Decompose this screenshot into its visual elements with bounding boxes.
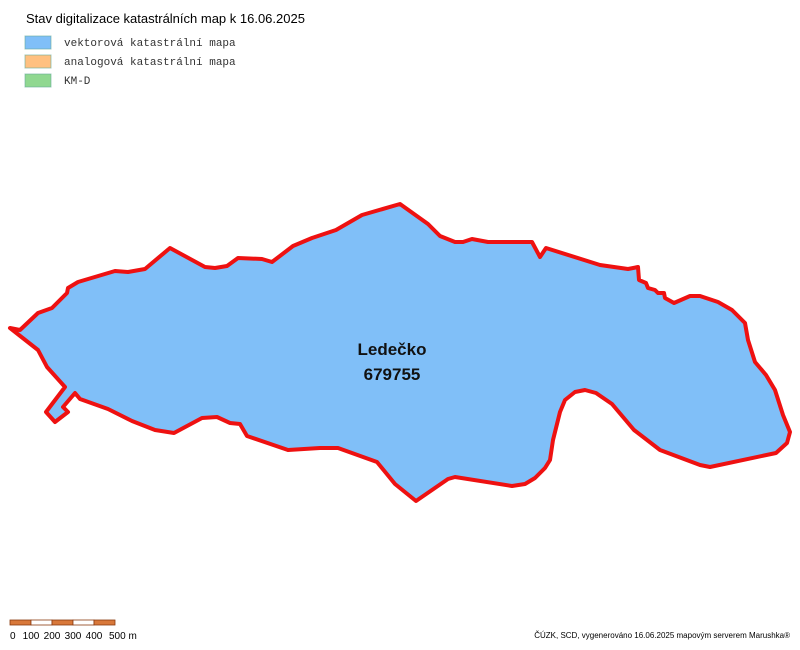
scale-segment — [93, 619, 116, 626]
legend-label: analogová katastrální mapa — [64, 57, 236, 69]
scale-label: 0 — [10, 631, 16, 642]
legend-label: vektorová katastrální mapa — [64, 38, 236, 50]
cadastral-area — [8, 202, 792, 503]
legend-label: KM-D — [64, 76, 91, 88]
legend-swatch — [24, 73, 52, 88]
scale-label: 300 — [65, 631, 82, 642]
scale-segment — [9, 619, 32, 626]
legend: vektorová katastrální mapa analogová kata… — [24, 35, 236, 88]
scale-segment — [72, 619, 95, 626]
scale-segment — [51, 619, 74, 626]
scale-label: 200 — [44, 631, 61, 642]
map-title: Stav digitalizace katastrálních map k 16… — [26, 11, 305, 26]
scale-segment — [30, 619, 53, 626]
footer-credit: ČÚZK, SCD, vygenerováno 16.06.2025 mapov… — [534, 631, 790, 640]
legend-swatch — [24, 35, 52, 50]
region-name: Ledečko — [358, 340, 427, 359]
scale-label: 500 m — [109, 631, 137, 642]
scale-bar: 0 100 200 300 400 500 m — [9, 619, 137, 642]
region-code: 679755 — [364, 365, 421, 384]
scale-label: 100 — [23, 631, 40, 642]
scale-label: 400 — [86, 631, 103, 642]
legend-swatch — [24, 54, 52, 69]
